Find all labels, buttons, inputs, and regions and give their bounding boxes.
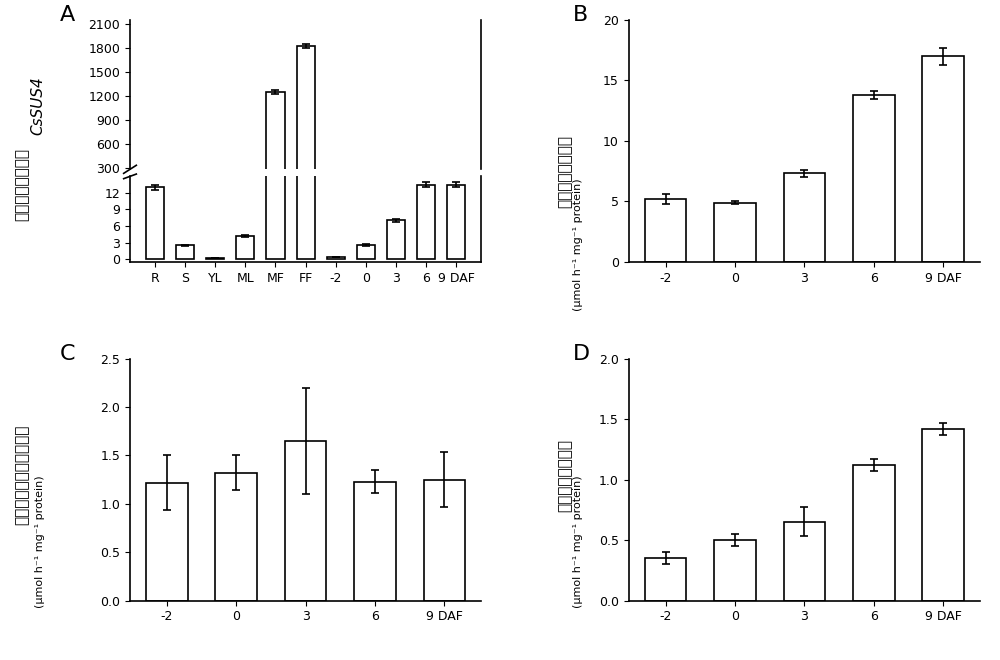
Text: A: A	[60, 5, 75, 25]
Bar	[146, 187, 164, 259]
Bar	[645, 558, 686, 601]
Text: C: C	[60, 344, 75, 364]
Bar	[714, 203, 756, 262]
Bar	[447, 185, 465, 259]
Bar	[417, 191, 435, 192]
Bar	[285, 441, 326, 601]
Bar	[922, 429, 964, 601]
Bar	[297, 46, 315, 192]
Bar	[424, 480, 465, 601]
Bar	[327, 257, 345, 259]
Bar	[354, 482, 396, 601]
Text: CsSUS4: CsSUS4	[30, 76, 46, 135]
Text: D: D	[573, 344, 590, 364]
Bar	[714, 540, 756, 601]
Bar	[357, 246, 375, 259]
Bar	[266, 0, 285, 259]
Bar	[146, 191, 164, 192]
Text: (μmol h⁻¹ mg⁻¹ protein): (μmol h⁻¹ mg⁻¹ protein)	[573, 475, 583, 607]
Bar	[266, 92, 285, 192]
Bar	[297, 0, 315, 259]
Bar	[853, 465, 895, 601]
Text: (μmol h⁻¹ mg⁻¹ protein): (μmol h⁻¹ mg⁻¹ protein)	[573, 178, 583, 310]
Bar	[447, 191, 465, 192]
Bar	[853, 95, 895, 262]
Text: B: B	[573, 5, 588, 25]
Text: 细胞壁酸性转化酶的活性: 细胞壁酸性转化酶的活性	[14, 425, 30, 525]
Bar	[146, 482, 188, 601]
Bar	[922, 56, 964, 262]
Bar	[784, 522, 825, 601]
Text: 基因的相对表达量: 基因的相对表达量	[14, 148, 30, 221]
Bar	[236, 236, 254, 259]
Bar	[215, 473, 257, 601]
Text: (μmol h⁻¹ mg⁻¹ protein): (μmol h⁻¹ mg⁻¹ protein)	[35, 475, 45, 607]
Text: 碱性转化酶的活性: 碱性转化酶的活性	[558, 439, 572, 512]
Bar	[176, 246, 194, 259]
Bar	[784, 174, 825, 262]
Bar	[645, 199, 686, 262]
Bar	[206, 258, 224, 259]
Bar	[417, 185, 435, 259]
Text: 蔗糖合成酶的活性: 蔗糖合成酶的活性	[558, 135, 572, 208]
Bar	[387, 220, 405, 259]
